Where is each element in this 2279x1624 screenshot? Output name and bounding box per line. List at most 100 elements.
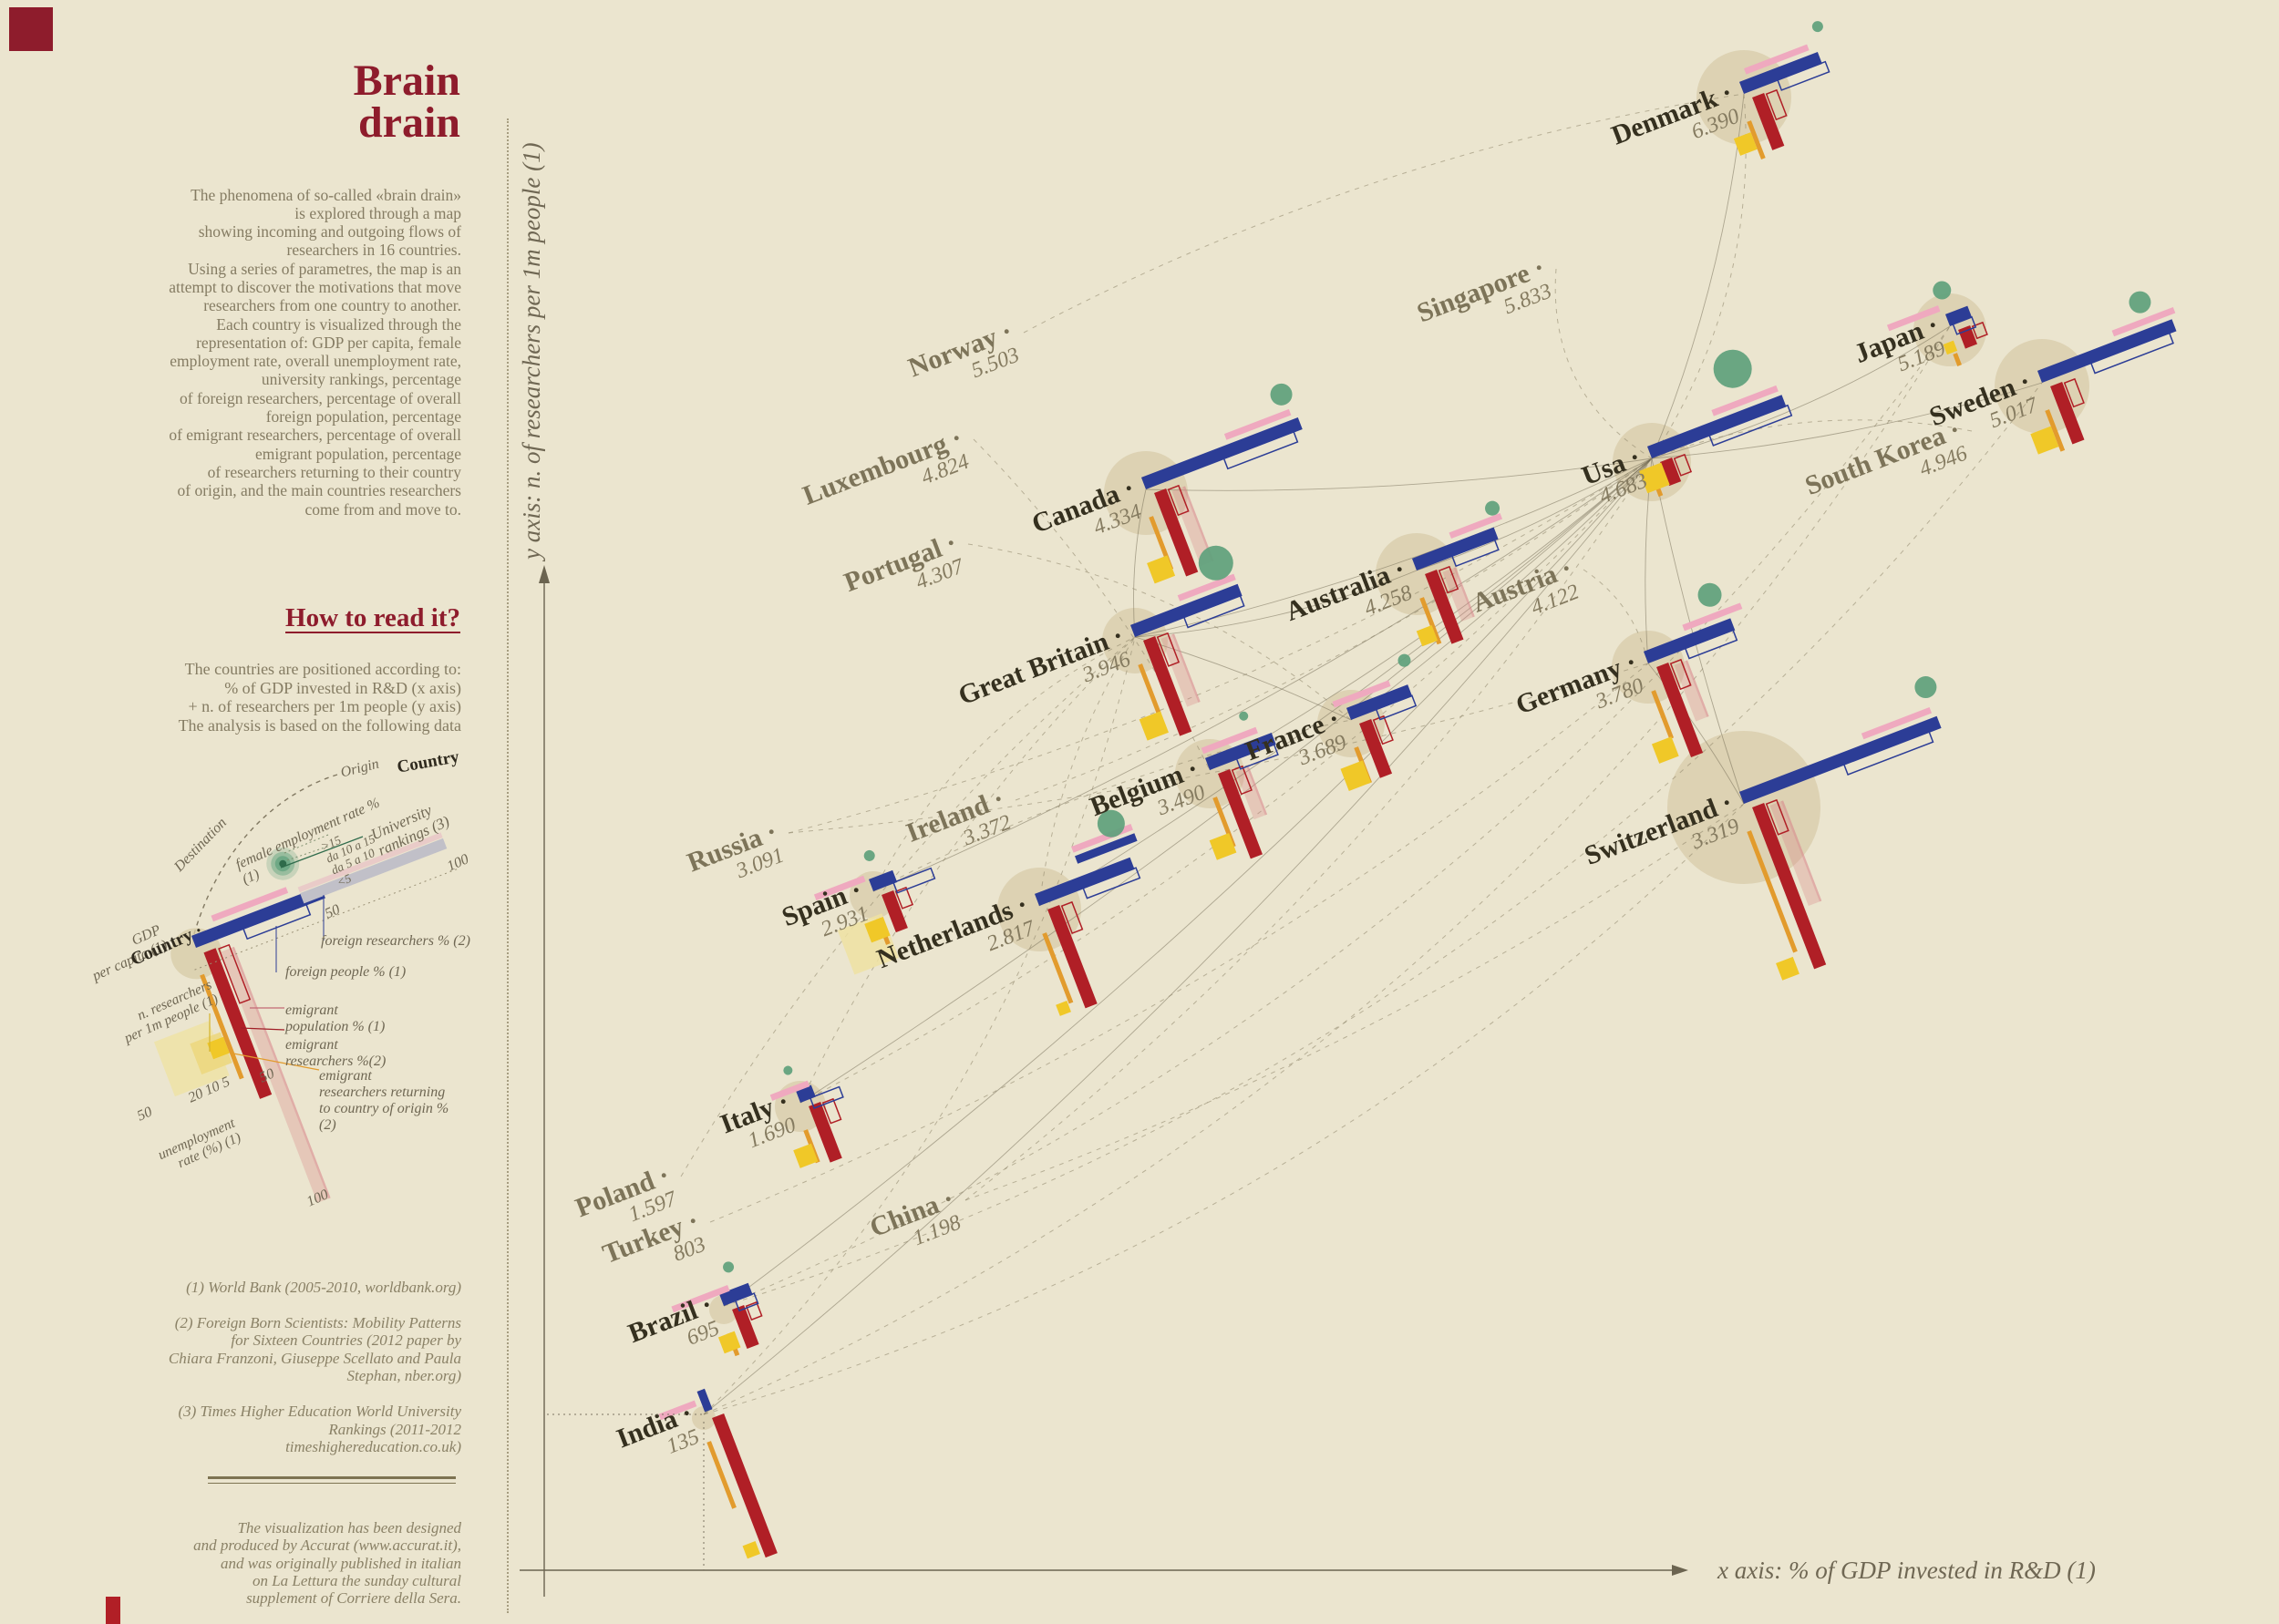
green-circle xyxy=(1914,676,1937,699)
gdp-bar-2 xyxy=(1075,833,1138,864)
emigrant-researchers-bar xyxy=(732,1305,759,1349)
flow-link-russia-usa xyxy=(788,457,1653,834)
emigrant-population-outline xyxy=(2063,377,2085,408)
flow-link-usa-spain xyxy=(872,457,1653,892)
female-employment-bar xyxy=(813,875,866,901)
legend-returning-leader xyxy=(232,1053,320,1071)
returning-researchers-bar xyxy=(1419,597,1442,645)
country-glyph-australia xyxy=(1411,500,1503,647)
legend-emigrant-population-edge xyxy=(232,946,331,1199)
emigrant-population-outline xyxy=(1156,632,1181,667)
credit-divider xyxy=(208,1476,456,1484)
flow-link-china-usa xyxy=(964,457,1653,1201)
legend-glyph-diagram xyxy=(153,774,459,1203)
sidebar-divider-dotted xyxy=(507,118,509,1613)
y-axis-arrow xyxy=(539,565,550,583)
emigrant-population-bar xyxy=(1160,634,1199,707)
layer-axes: y axis: n. of researchers per 1m people … xyxy=(518,142,2096,1597)
emigrant-researchers-bar xyxy=(1047,905,1098,1009)
legend-green-dash-leader-2 xyxy=(286,845,331,861)
country-label-portugal: Portugal ·4.307 xyxy=(840,528,968,598)
flow-link-great-britain-canada xyxy=(1133,488,1147,638)
country-glyph-denmark xyxy=(1733,21,1830,159)
flow-link-south-korea-usa xyxy=(1651,419,1973,459)
flow-link-germany-switzerland xyxy=(1647,663,1745,805)
emigrant-researchers-bar xyxy=(1143,636,1192,736)
returning-researchers-bar xyxy=(1953,353,1962,366)
gdp-bar xyxy=(1738,715,1942,804)
title-line-2: drain xyxy=(357,98,460,147)
legend-returning-researchers-bar xyxy=(200,973,244,1080)
female-employment-bar xyxy=(1449,513,1503,540)
flow-link-india-switzerland xyxy=(703,803,1745,1415)
country-glyph-france xyxy=(1332,653,1418,791)
unemployment-square xyxy=(864,917,891,943)
unemployment-square xyxy=(793,1143,819,1168)
flow-link-italy-great-britain xyxy=(799,636,1136,1104)
legend-female-employment-bar xyxy=(211,887,289,922)
returning-researchers-bar xyxy=(706,1441,737,1509)
flow-link-usa-sweden xyxy=(1651,382,2043,459)
foreign-people-outline xyxy=(1708,404,1793,447)
unemployment-square xyxy=(1943,340,1958,355)
country-label-germany: Germany ·3.780 xyxy=(1511,647,1646,721)
flow-link-austria-germany xyxy=(1583,569,1649,664)
flow-link-usa-canada xyxy=(1145,457,1653,491)
how-to-read-body: The countries are positioned according t… xyxy=(178,660,461,735)
country-glyph-india xyxy=(658,1388,778,1559)
legend-foreign-people-label: foreign people % (1) xyxy=(285,964,407,980)
country-glyph-spain xyxy=(813,849,936,975)
gdp-bar xyxy=(1129,583,1243,637)
flow-link-usa-belgium xyxy=(1209,457,1653,771)
flow-link-india-great-britain xyxy=(703,636,1136,1415)
foreign-people-outline xyxy=(892,867,936,894)
gdp-bar xyxy=(696,1388,713,1413)
foreign-people-outline xyxy=(1684,629,1738,660)
country-glyph-usa xyxy=(1639,349,1793,498)
unemployment-square xyxy=(742,1540,760,1559)
country-label-norway: Norway ·5.503 xyxy=(904,316,1023,384)
legend-country-glyph xyxy=(153,832,459,1203)
female-employment-bar xyxy=(1177,573,1236,601)
glyph-bar xyxy=(1246,766,1268,816)
legend-foreign-people-outline xyxy=(242,903,312,940)
emigrant-population-bar xyxy=(1442,568,1473,622)
foreign-people-outline xyxy=(1222,430,1299,470)
flow-link-usa-switzerland xyxy=(1651,457,1745,805)
flow-link-usa-france xyxy=(1350,457,1653,721)
flow-link-spain-great-britain xyxy=(872,636,1136,892)
y-axis-label: y axis: n. of researchers per 1m people … xyxy=(518,142,545,562)
emigrant-researchers-bar xyxy=(882,890,908,933)
flow-link-brazil-japan xyxy=(723,325,1951,1307)
gdp-bar xyxy=(1140,416,1303,489)
country-label-denmark: Denmark ·6.390 xyxy=(1607,77,1742,151)
legend-gdp-bar xyxy=(191,886,325,948)
country-glyph-germany xyxy=(1643,582,1743,764)
female-employment-bar xyxy=(1744,44,1810,75)
emigrant-researchers-bar xyxy=(1752,803,1827,970)
green-circle xyxy=(1933,281,1952,300)
gdp-bar xyxy=(718,1282,753,1306)
green-circle xyxy=(1697,582,1722,607)
foreign-people-outline xyxy=(1450,539,1500,568)
emigrant-population-outline xyxy=(1765,798,1789,836)
emigrant-researchers-bar xyxy=(1660,457,1682,487)
green-circle xyxy=(783,1065,793,1075)
gdp-bar xyxy=(2037,319,2177,383)
corner-mark-top xyxy=(9,7,53,51)
female-employment-bar xyxy=(2111,306,2176,337)
emigrant-researchers-bar xyxy=(1958,325,1977,349)
flow-link-portugal-france xyxy=(967,543,1352,721)
female-employment-bar xyxy=(1861,707,1933,740)
female-employment-bar xyxy=(671,1285,730,1313)
legend-dotted-baseline xyxy=(194,868,459,971)
flow-link-italy-usa xyxy=(799,457,1653,1104)
flow-link-norway-denmark xyxy=(1023,93,1745,334)
country-label-japan: Japan ·5.189 xyxy=(1851,310,1949,376)
foreign-people-outline xyxy=(734,1292,759,1312)
emigrant-researchers-bar xyxy=(1154,488,1199,577)
x-axis-label: x axis: % of GDP invested in R&D (1) xyxy=(1717,1557,2096,1584)
country-label-france: France ·3.689 xyxy=(1242,704,1350,771)
country-glyph-sweden xyxy=(2030,291,2177,455)
flow-link-usa-australia xyxy=(1416,457,1653,571)
